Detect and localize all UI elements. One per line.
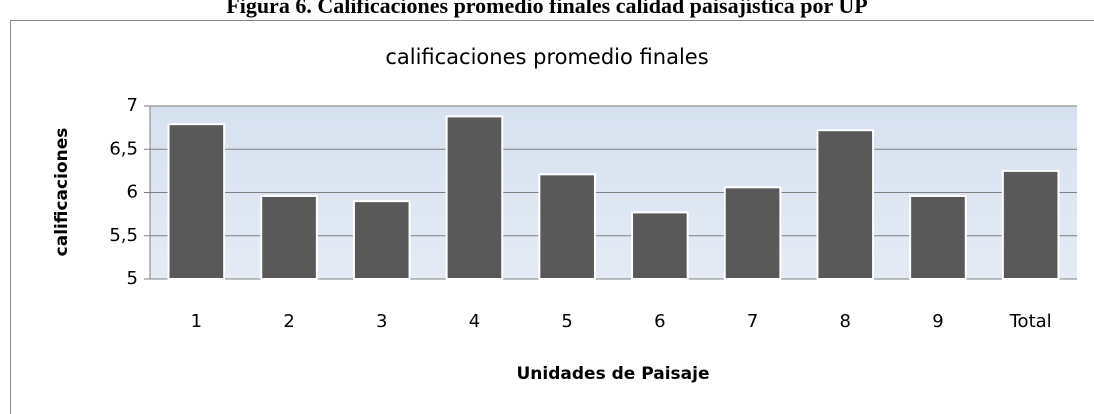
figure-title: Figura 6. Calificaciones promedio finale… bbox=[226, 0, 867, 18]
x-tick-label: 9 bbox=[932, 311, 943, 332]
bar bbox=[260, 194, 318, 281]
x-tick-label: 3 bbox=[376, 311, 387, 332]
x-tick-label: 6 bbox=[654, 311, 665, 332]
bar bbox=[352, 200, 411, 280]
x-tick-label: 8 bbox=[840, 311, 851, 332]
chart-title: calificaciones promedio finales bbox=[385, 45, 708, 69]
bar bbox=[445, 115, 504, 280]
x-tick-label: 2 bbox=[283, 311, 294, 332]
x-tick-label: 5 bbox=[561, 311, 572, 332]
bar bbox=[723, 186, 782, 280]
x-tick-label: 4 bbox=[469, 311, 480, 332]
y-tick-label: 6 bbox=[127, 182, 138, 203]
bar bbox=[631, 211, 689, 281]
bar bbox=[538, 173, 596, 281]
y-tick-label: 7 bbox=[127, 95, 138, 116]
y-axis-label: calificaciones bbox=[52, 128, 72, 257]
y-tick-label: 6,5 bbox=[109, 138, 138, 159]
y-tick-label: 5 bbox=[127, 268, 138, 289]
bar bbox=[167, 123, 226, 281]
bar bbox=[1001, 169, 1060, 280]
x-tick-label: Total bbox=[1009, 311, 1052, 332]
y-tick-label: 5,5 bbox=[109, 225, 138, 246]
bar bbox=[816, 129, 875, 280]
bar bbox=[909, 194, 967, 281]
x-tick-label: 1 bbox=[191, 311, 202, 332]
x-tick-label: 7 bbox=[747, 311, 758, 332]
x-axis-label: Unidades de Paisaje bbox=[517, 364, 710, 384]
